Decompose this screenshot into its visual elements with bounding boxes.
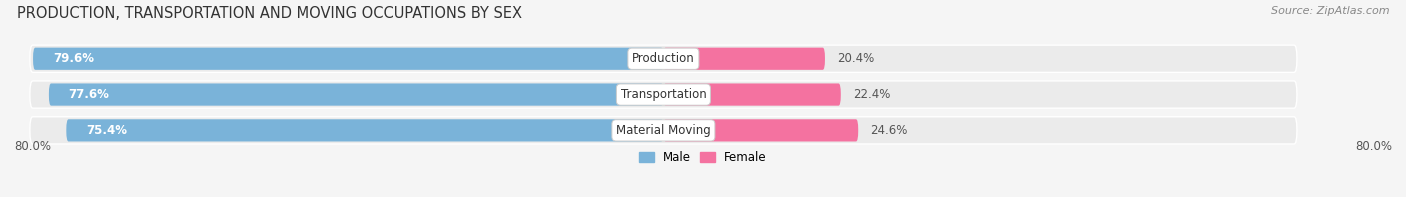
Legend: Male, Female: Male, Female <box>634 147 772 169</box>
Text: 80.0%: 80.0% <box>1355 140 1392 153</box>
FancyBboxPatch shape <box>49 84 664 106</box>
Text: 22.4%: 22.4% <box>852 88 890 101</box>
Text: 24.6%: 24.6% <box>870 124 907 137</box>
Text: 20.4%: 20.4% <box>837 52 875 65</box>
Text: 75.4%: 75.4% <box>86 124 127 137</box>
FancyBboxPatch shape <box>30 117 1296 144</box>
FancyBboxPatch shape <box>66 119 664 141</box>
Text: 79.6%: 79.6% <box>53 52 94 65</box>
FancyBboxPatch shape <box>30 81 1296 108</box>
Text: PRODUCTION, TRANSPORTATION AND MOVING OCCUPATIONS BY SEX: PRODUCTION, TRANSPORTATION AND MOVING OC… <box>17 6 522 21</box>
FancyBboxPatch shape <box>664 119 858 141</box>
FancyBboxPatch shape <box>664 48 825 70</box>
FancyBboxPatch shape <box>664 84 841 106</box>
Text: 77.6%: 77.6% <box>69 88 110 101</box>
Text: 80.0%: 80.0% <box>14 140 51 153</box>
FancyBboxPatch shape <box>34 48 664 70</box>
Text: Source: ZipAtlas.com: Source: ZipAtlas.com <box>1271 6 1389 16</box>
FancyBboxPatch shape <box>30 45 1296 72</box>
Text: Material Moving: Material Moving <box>616 124 711 137</box>
Text: Production: Production <box>633 52 695 65</box>
Text: Transportation: Transportation <box>620 88 706 101</box>
